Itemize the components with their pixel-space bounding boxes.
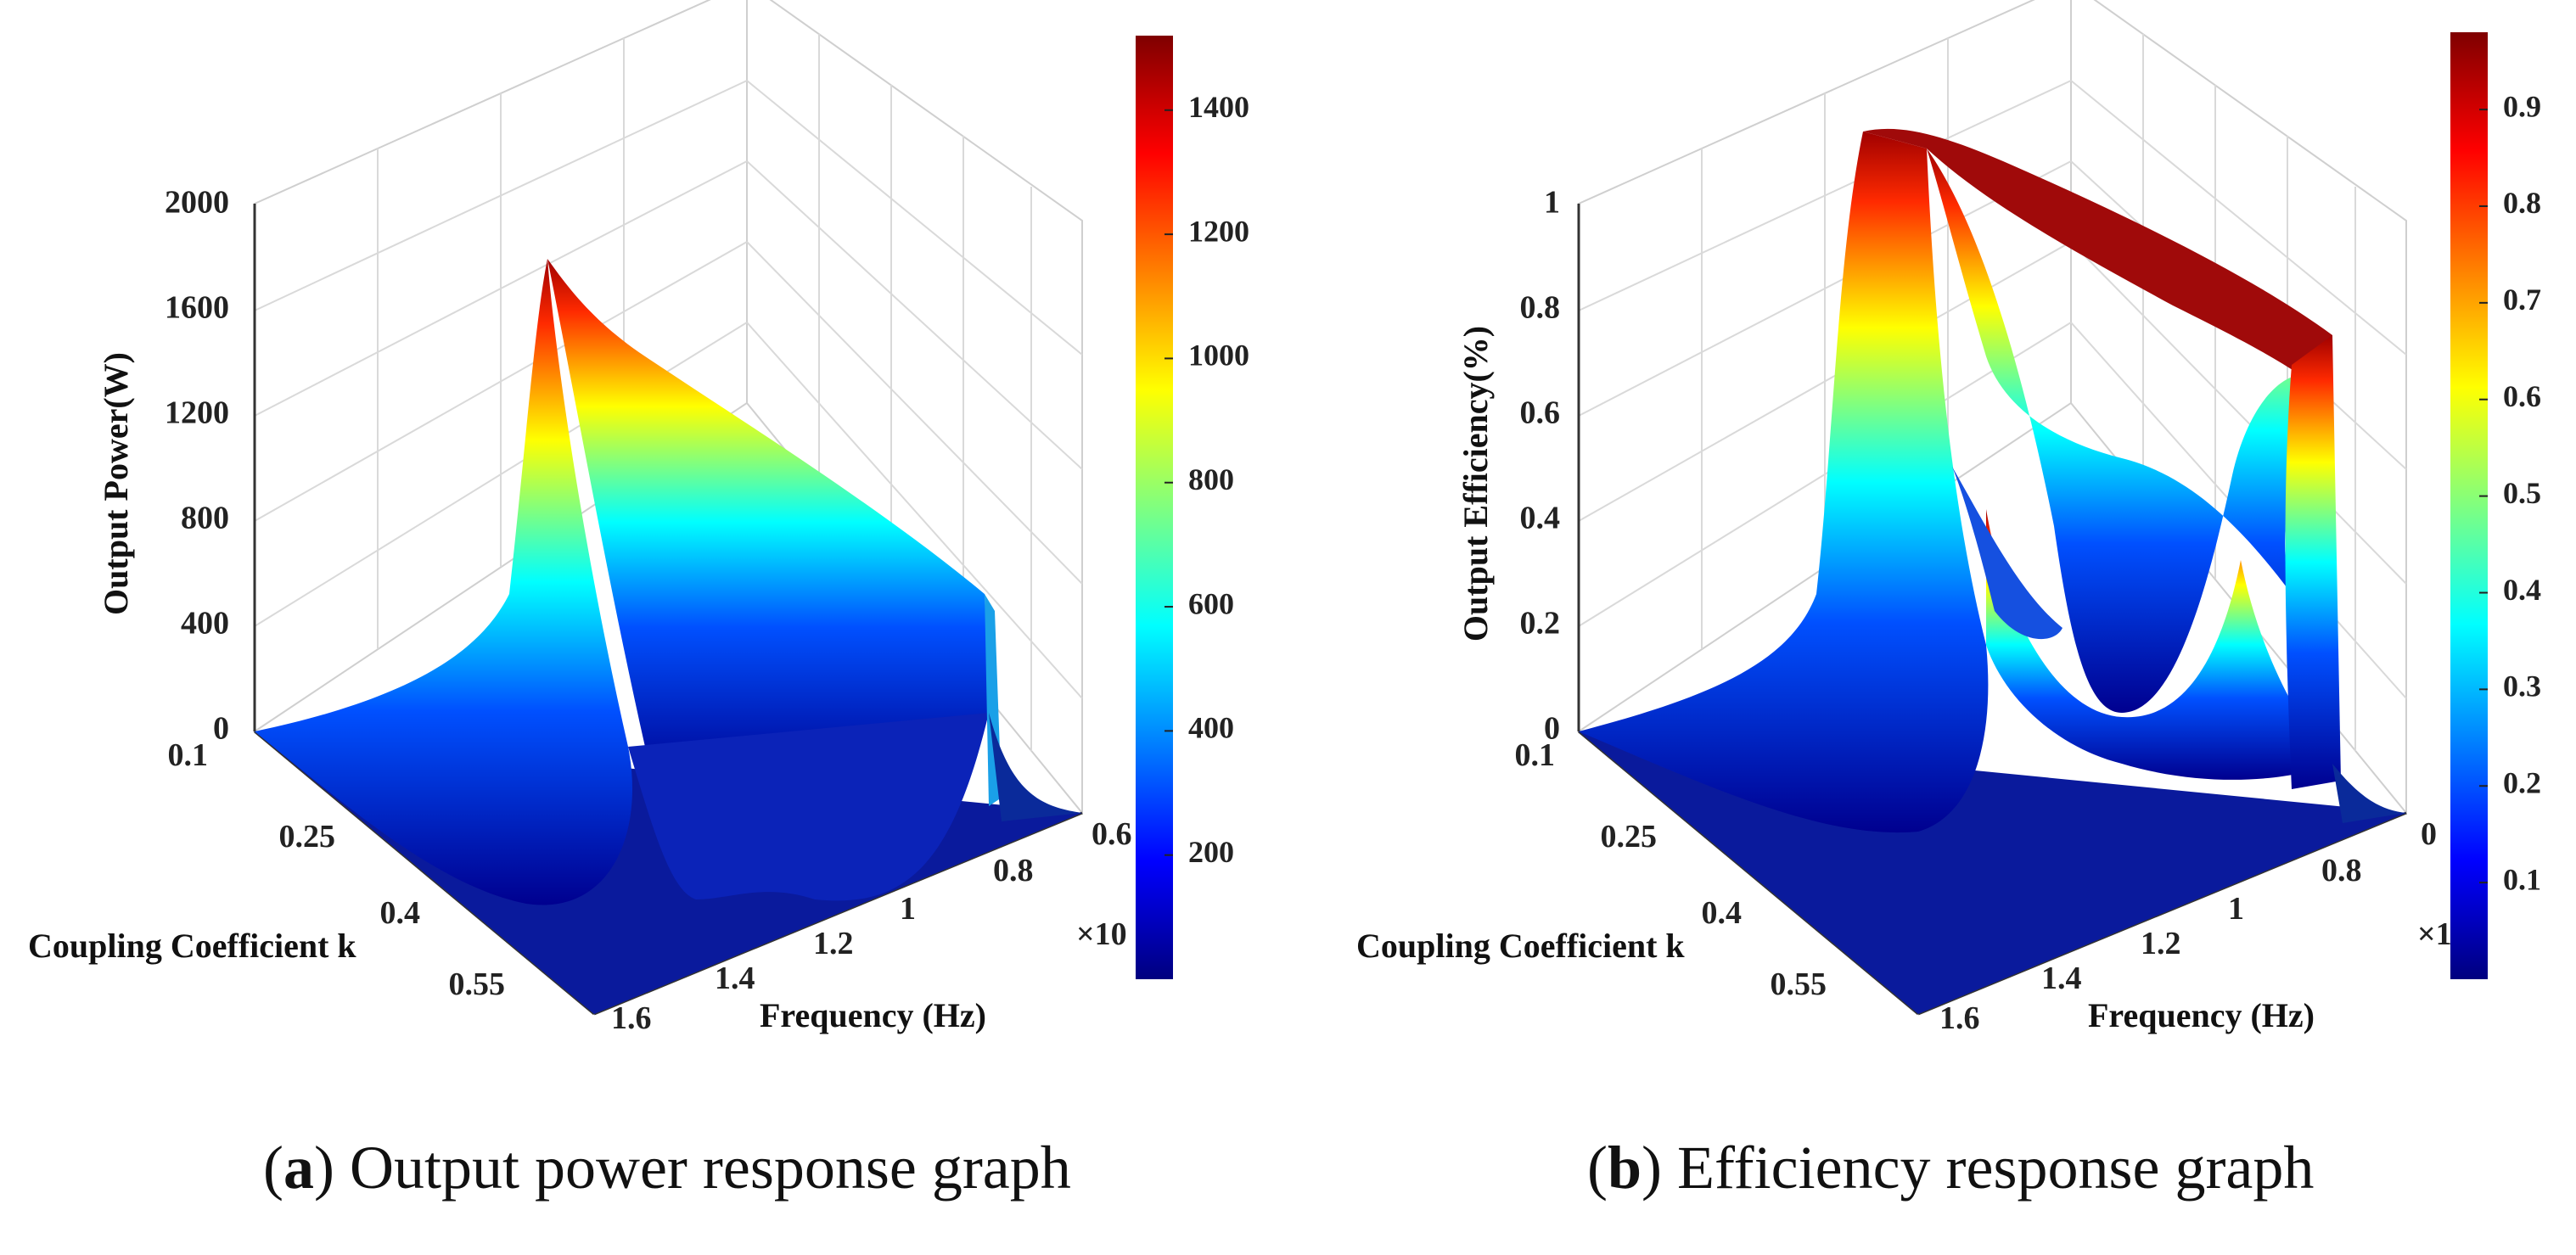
panel-b-surface xyxy=(1579,128,2406,1014)
freq-tick: 1.4 xyxy=(715,961,755,996)
z-tick: 0.8 xyxy=(1520,290,1561,326)
freq-exponent: ×10 xyxy=(1076,916,1127,952)
freq-tick: 1.2 xyxy=(2141,926,2181,961)
z-tick: 1 xyxy=(1544,185,1560,221)
colorbar-tick-label: 0.9 xyxy=(2503,89,2541,123)
panel-a-zlabel: Output Power(W) xyxy=(97,352,135,615)
k-tick: 0.1 xyxy=(1515,737,1556,773)
panel-a-freq-axis: 1.6 1.4 1.2 1 0.8 0.6 ×10 Frequency (Hz) xyxy=(611,816,1132,1036)
colorbar-tick-label: 200 xyxy=(1188,835,1234,869)
caption-a-letter: a xyxy=(283,1134,314,1202)
freq-tick: 1.6 xyxy=(1939,1000,1980,1036)
panel-a-colorbar: 200 400 600 800 1000 1200 1400 xyxy=(1136,36,1249,979)
z-tick: 2000 xyxy=(165,185,229,221)
colorbar-tick-label: 0.1 xyxy=(2503,862,2541,896)
colorbar-tick-label: 0.4 xyxy=(2503,573,2541,607)
freq-tick: 1 xyxy=(2228,891,2244,927)
z-tick: 800 xyxy=(181,501,229,536)
caption-b: (b) Efficiency response graph xyxy=(1587,1134,2314,1202)
panel-a-surface-left-slope xyxy=(255,259,632,905)
colorbar-tick-label: 0.2 xyxy=(2503,766,2541,800)
panel-a-surface-ridge xyxy=(547,259,989,786)
z-tick: 400 xyxy=(181,606,229,642)
panel-b-surface-inner-bowl xyxy=(1927,148,2326,713)
z-tick: 1600 xyxy=(165,290,229,326)
panel-b-surface-bowl-front xyxy=(1986,509,2332,780)
colorbar-tick-label: 800 xyxy=(1188,462,1234,496)
panel-b-output-efficiency: 0 0.2 0.4 0.6 0.8 1 Output Efficiency(%)… xyxy=(1356,0,2541,1036)
panel-b-surface-tail xyxy=(2332,764,2406,823)
panel-b-surface-right-wall xyxy=(2285,335,2341,789)
freq-tick: 1 xyxy=(900,891,916,927)
colorbar-a-bar xyxy=(1136,36,1173,979)
panel-b-freq-axis: 1.6 1.4 1.2 1 0.8 0 ×1 Frequency (Hz) xyxy=(1939,816,2452,1036)
freq-tick: 0.6 xyxy=(1092,816,1132,852)
colorbar-b-bar xyxy=(2450,32,2488,979)
freq-tick: 1.6 xyxy=(611,1000,652,1036)
freq-tick: 0.8 xyxy=(2321,853,2362,888)
z-tick: 0 xyxy=(1544,711,1560,747)
panel-b-surface-left-slope xyxy=(1579,132,1989,833)
freq-exponent: ×1 xyxy=(2417,916,2452,952)
colorbar-tick-label: 400 xyxy=(1188,711,1234,745)
panel-b-z-axis: 0 0.2 0.4 0.6 0.8 1 Output Efficiency(%) xyxy=(1456,185,1560,747)
colorbar-tick-label: 0.8 xyxy=(2503,186,2541,220)
caption-a: (a) Output power response graph xyxy=(263,1134,1071,1202)
panel-b-surface-blue-lobe xyxy=(1952,467,2062,640)
colorbar-tick-label: 1000 xyxy=(1188,339,1249,373)
panel-a-ylabel: Coupling Coefficient k xyxy=(28,927,356,965)
panel-a-surface-tail xyxy=(989,713,1082,821)
z-tick: 1200 xyxy=(165,395,229,431)
panel-a-xlabel: Frequency (Hz) xyxy=(760,996,986,1034)
colorbar-tick-label: 0.6 xyxy=(2503,379,2541,413)
colorbar-tick-label: 0.3 xyxy=(2503,670,2541,703)
z-tick: 0.4 xyxy=(1520,501,1561,536)
colorbar-tick-label: 600 xyxy=(1188,586,1234,620)
k-tick: 0.1 xyxy=(168,737,209,773)
k-tick: 0.55 xyxy=(449,966,506,1002)
k-tick: 0.4 xyxy=(380,895,421,931)
caption-a-text: Output power response graph xyxy=(334,1134,1071,1202)
panel-a-surface xyxy=(255,259,1082,1014)
panel-a-z-axis: 0 400 800 1200 1600 2000 Output Power(W) xyxy=(97,185,229,747)
colorbar-tick-label: 1400 xyxy=(1188,90,1249,124)
panel-a-output-power: 0 400 800 1200 1600 2000 Output Power(W)… xyxy=(28,0,1249,1036)
panel-b-surface-top xyxy=(1863,128,2332,399)
panel-a-surface-valley xyxy=(628,713,989,901)
caption-b-text: Efficiency response graph xyxy=(1662,1134,2314,1202)
z-tick: 0 xyxy=(213,711,229,747)
panel-b-k-axis: 0.1 0.25 0.4 0.55 Coupling Coefficient k xyxy=(1356,737,1827,1002)
colorbar-tick-label: 0.7 xyxy=(2503,283,2541,317)
k-tick: 0.25 xyxy=(279,819,336,854)
panel-b-colorbar: 0.1 0.2 0.3 0.4 0.5 0.6 0.7 0.8 0.9 xyxy=(2450,32,2541,979)
panel-b-ylabel: Coupling Coefficient k xyxy=(1356,927,1685,965)
k-tick: 0.55 xyxy=(1771,966,1827,1002)
panel-b-zlabel: Output Efficiency(%) xyxy=(1456,326,1495,642)
freq-tick: 1.2 xyxy=(813,926,854,961)
panel-b-xlabel: Frequency (Hz) xyxy=(2088,996,2315,1034)
colorbar-tick-label: 1200 xyxy=(1188,214,1249,248)
k-tick: 0.4 xyxy=(1702,895,1743,931)
caption-b-letter: b xyxy=(1608,1134,1642,1202)
z-tick: 0.6 xyxy=(1520,395,1561,431)
panel-a-k-axis: 0.1 0.25 0.4 0.55 Coupling Coefficient k xyxy=(28,737,505,1002)
k-tick: 0.25 xyxy=(1601,819,1658,854)
freq-tick: 0.8 xyxy=(993,853,1034,888)
freq-tick: 1.4 xyxy=(2041,961,2082,996)
colorbar-tick-label: 0.5 xyxy=(2503,476,2541,510)
z-tick: 0.2 xyxy=(1520,606,1561,642)
freq-tick: 0 xyxy=(2421,816,2437,852)
